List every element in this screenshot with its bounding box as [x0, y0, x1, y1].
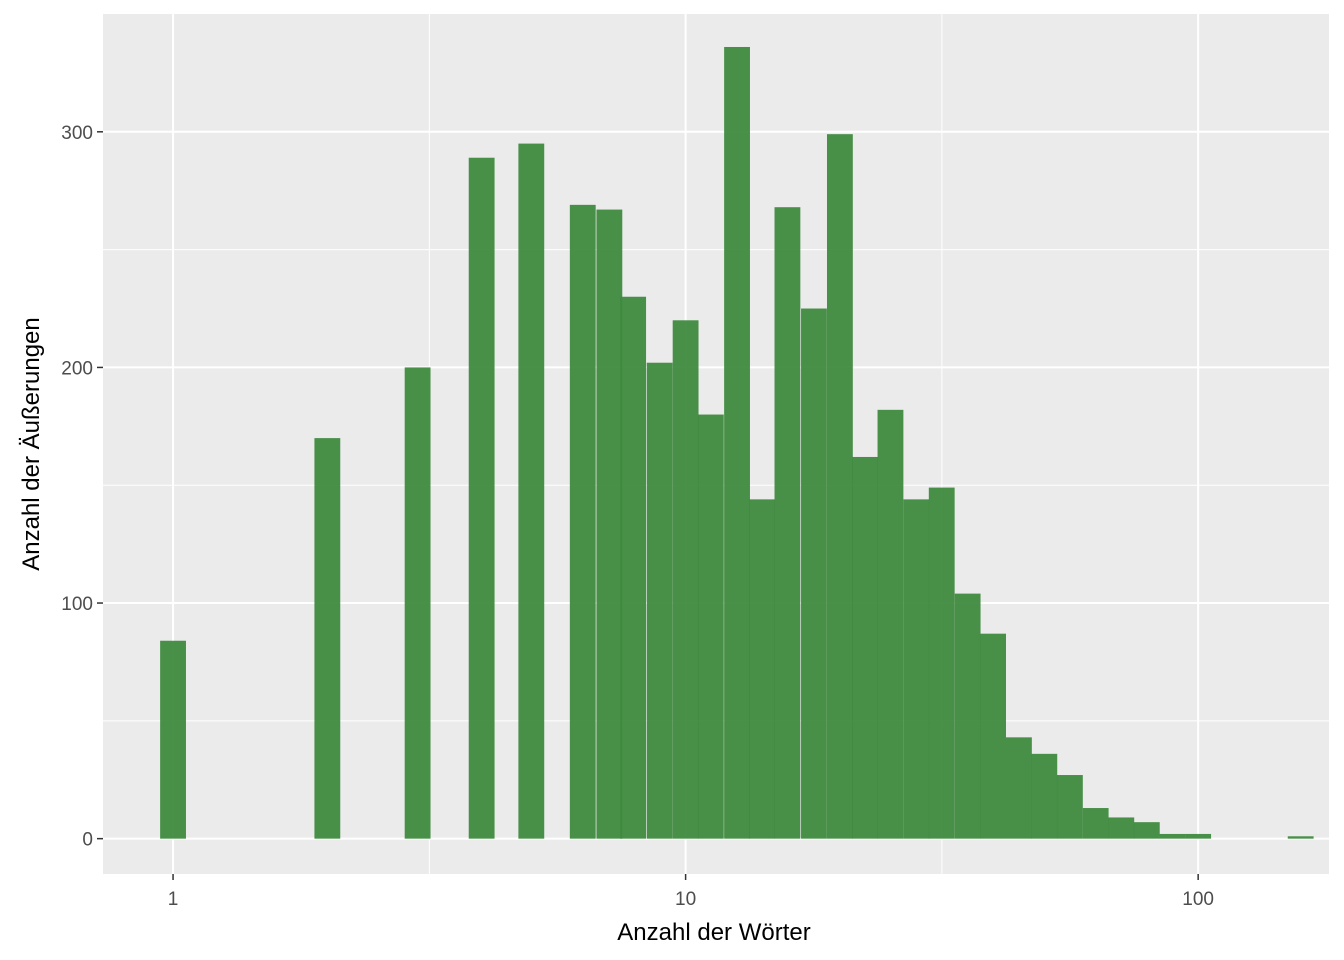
y-axis: 0 100 200 300	[61, 123, 103, 851]
histogram-bar	[852, 456, 879, 839]
histogram-bar	[1006, 737, 1032, 839]
y-tick-label: 300	[61, 123, 93, 144]
histogram-bar	[954, 593, 981, 839]
histogram-bar	[928, 487, 955, 839]
histogram-bar	[314, 438, 341, 839]
histogram-bar	[1082, 808, 1109, 839]
histogram-bar	[697, 414, 724, 839]
histogram-bar	[903, 499, 930, 839]
histogram-bar	[1133, 822, 1160, 839]
histogram-bar	[749, 499, 776, 839]
histogram-bar	[672, 320, 699, 839]
y-axis-title: Anzahl der Äußerungen	[18, 317, 45, 571]
histogram-bar	[1287, 836, 1314, 839]
y-tick-label: 100	[61, 594, 93, 615]
y-tick-label: 0	[82, 830, 93, 851]
y-tick-label: 200	[61, 358, 93, 379]
histogram-bar	[620, 296, 647, 839]
histogram-bar	[468, 157, 495, 839]
histogram-bar	[1185, 833, 1212, 839]
x-tick-label: 10	[675, 889, 696, 910]
histogram-bar	[980, 633, 1006, 839]
histogram-bar	[826, 134, 853, 839]
x-axis-title: Anzahl der Wörter	[617, 919, 810, 946]
x-axis: 1 10 100	[168, 874, 1214, 910]
histogram-bar	[801, 308, 827, 839]
x-tick-label: 1	[168, 889, 179, 910]
histogram-bar	[1159, 833, 1186, 839]
histogram-bar	[160, 640, 186, 839]
histogram-bar	[1056, 775, 1083, 839]
histogram-bar	[518, 143, 545, 839]
histogram-bar	[404, 367, 431, 839]
histogram-bar	[774, 207, 801, 839]
histogram-bar	[724, 46, 750, 839]
histogram-bar	[1108, 817, 1135, 839]
histogram-bar	[596, 209, 623, 839]
histogram-bar	[646, 362, 673, 839]
histogram-bar	[1031, 753, 1058, 839]
histogram-bar	[877, 409, 904, 839]
bars	[160, 46, 1314, 839]
x-tick-label: 100	[1182, 889, 1214, 910]
histogram-bar	[569, 204, 596, 839]
